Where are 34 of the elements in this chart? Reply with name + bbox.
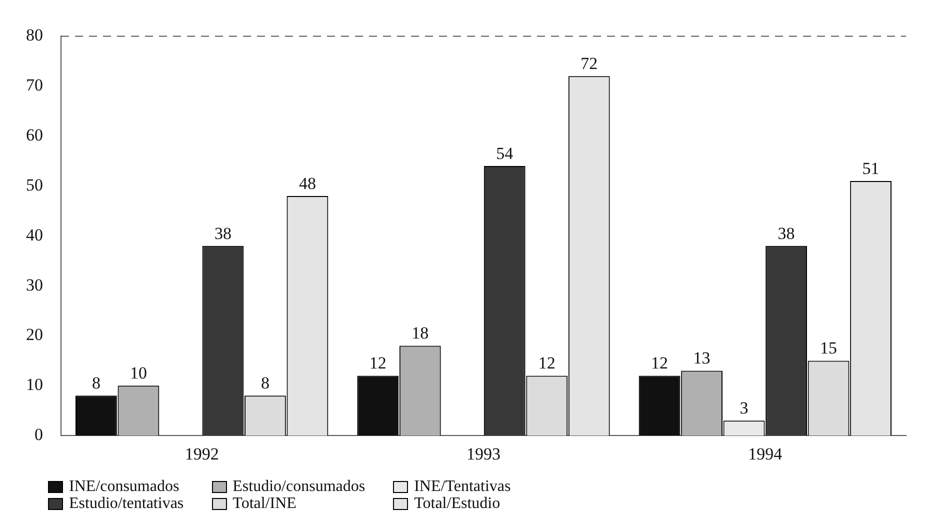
legend-label: INE/consumados (69, 478, 180, 495)
legend-label: Total/Estudio (414, 495, 500, 512)
legend-label: Estudio/consumados (232, 478, 366, 495)
y-tick-label: 60 (26, 126, 43, 145)
data-label: 8 (260, 374, 270, 393)
data-label: 48 (298, 174, 316, 193)
data-label: 72 (580, 54, 598, 74)
data-label: 12 (369, 354, 386, 373)
x-tick-label: 1992 (184, 444, 219, 464)
y-tick-label: 10 (26, 375, 43, 394)
data-label: 10 (130, 364, 147, 383)
x-tick-label: 1993 (466, 444, 500, 464)
y-tick-label: 70 (26, 76, 43, 95)
data-label: 38 (778, 224, 795, 243)
y-tick-label: 50 (26, 175, 43, 194)
data-label: 15 (820, 338, 838, 358)
y-tick-label: 0 (34, 425, 43, 444)
y-tick-label: 40 (26, 225, 43, 244)
data-label: 54 (496, 144, 514, 163)
data-label: 12 (651, 354, 668, 373)
data-label: 8 (92, 374, 100, 393)
y-tick-label: 30 (26, 275, 43, 294)
x-tick-label: 1994 (748, 444, 783, 464)
y-tick-label: 80 (26, 26, 43, 45)
y-tick-label: 20 (26, 325, 43, 344)
data-label: 38 (214, 224, 232, 243)
data-label: 18 (412, 324, 429, 343)
legend-label: Estudio/tentativas (69, 495, 184, 512)
data-label: 51 (862, 158, 880, 178)
legend-label: INE/Tentativas (414, 478, 511, 495)
legend-label: Total/INE (232, 495, 296, 512)
data-label: 3 (740, 398, 748, 418)
data-label: 13 (693, 348, 710, 368)
data-label: 12 (538, 354, 556, 373)
